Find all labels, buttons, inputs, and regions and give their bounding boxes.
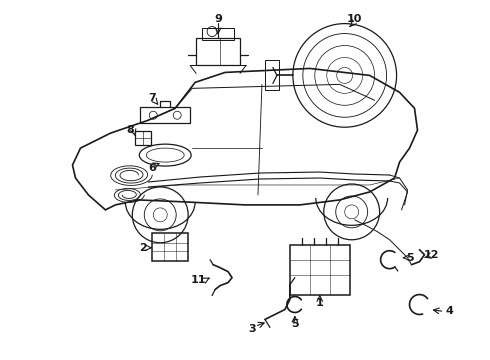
Bar <box>135 131 151 145</box>
Bar <box>140 107 190 123</box>
Bar <box>202 28 234 40</box>
Text: 7: 7 <box>148 93 156 103</box>
Text: 6: 6 <box>148 163 156 173</box>
Text: 1: 1 <box>316 297 324 307</box>
Text: 2: 2 <box>140 243 147 253</box>
Text: 8: 8 <box>126 125 134 135</box>
Text: 3: 3 <box>248 324 256 334</box>
Text: 11: 11 <box>191 275 206 285</box>
Bar <box>152 233 188 261</box>
Bar <box>196 37 240 66</box>
Text: 10: 10 <box>347 14 363 24</box>
Bar <box>265 60 279 90</box>
Text: 12: 12 <box>424 250 439 260</box>
Bar <box>290 245 350 294</box>
Text: 9: 9 <box>214 14 222 24</box>
Text: 5: 5 <box>291 319 299 329</box>
Text: 5: 5 <box>406 253 414 263</box>
Text: 4: 4 <box>445 306 453 316</box>
